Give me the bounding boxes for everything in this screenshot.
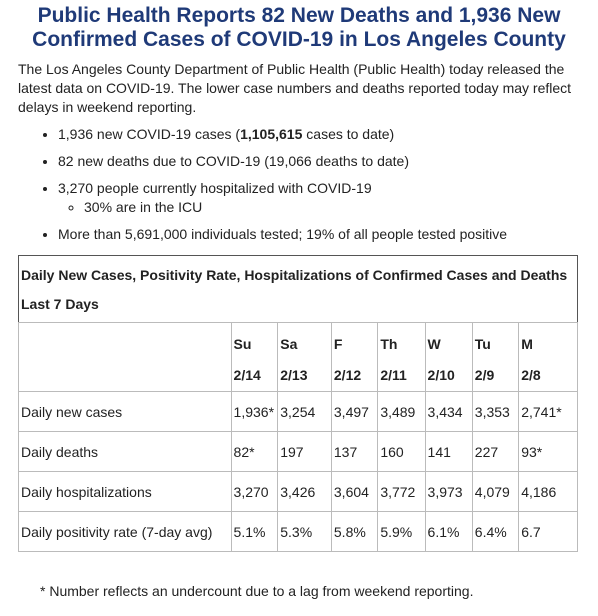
cell: 2,741* <box>518 391 578 432</box>
row-label: Daily hospitalizations <box>18 471 232 512</box>
bullet-text: cases to date) <box>302 126 395 142</box>
table-caption: Daily New Cases, Positivity Rate, Hospit… <box>18 255 578 323</box>
data-table: Daily New Cases, Positivity Rate, Hospit… <box>18 255 578 552</box>
page: Public Health Reports 82 New Deaths and … <box>0 4 598 616</box>
header-row: Su 2/14 Sa 2/13 F 2/12 Th 2/11 W 2/10 Tu 2/9 M 2/8 <box>18 322 578 392</box>
sub-bullet: 30% are in the ICU <box>84 198 598 217</box>
cell: 82* <box>230 431 279 472</box>
date-label: 2/9 <box>474 367 495 383</box>
bullet-text: More than 5,691,000 individuals tested; … <box>58 226 508 242</box>
cell: 3,497 <box>330 391 379 432</box>
cell: 3,434 <box>424 391 473 432</box>
day-label: Su <box>233 336 252 352</box>
bullet-text: 3,270 people currently hospitalized with… <box>58 180 372 196</box>
header-cell: M 2/8 <box>518 322 578 392</box>
day-label: W <box>427 336 441 352</box>
table-title: Daily New Cases, Positivity Rate, Hospit… <box>21 267 568 283</box>
table-row: Daily new cases 1,936* 3,254 3,497 3,489 3,43… <box>18 391 578 432</box>
footnote: * Number reflects an undercount due to a… <box>40 583 474 599</box>
day-label: F <box>333 336 343 352</box>
table-row: Daily positivity rate (7-day avg) 5.1% 5.3… <box>18 511 578 552</box>
header-cell: Tu 2/9 <box>471 322 520 392</box>
cell: 4,079 <box>471 471 520 512</box>
cell: 4,186 <box>518 471 578 512</box>
date-label: 2/10 <box>427 367 455 383</box>
cell: 1,936* <box>230 391 279 432</box>
cell: 93* <box>518 431 578 472</box>
cell: 160 <box>377 431 426 472</box>
day-label: Th <box>380 336 398 352</box>
cell: 3,426 <box>277 471 332 512</box>
table-subtitle: Last 7 Days <box>21 296 99 312</box>
day-label: M <box>521 336 533 352</box>
table-row: Daily hospitalizations 3,270 3,426 3,604 3,7… <box>18 471 578 512</box>
cell: 3,973 <box>424 471 473 512</box>
bullet-bold: 1,105,615 <box>240 126 303 142</box>
bullet-text: 1,936 new COVID-19 cases ( <box>58 126 241 142</box>
title: Public Health Reports 82 New Deaths and … <box>32 4 566 51</box>
row-label: Daily deaths <box>18 431 232 472</box>
row-label: Daily new cases <box>18 391 232 432</box>
cell: 5.3% <box>277 511 332 552</box>
cell: 3,772 <box>377 471 426 512</box>
cell: 3,254 <box>277 391 332 432</box>
bullet-text: 82 new deaths due to COVID-19 (19,066 de… <box>58 153 410 169</box>
cell: 6.7 <box>518 511 578 552</box>
cell: 227 <box>471 431 520 472</box>
cell: 5.9% <box>377 511 426 552</box>
cell: 3,353 <box>471 391 520 432</box>
cell: 141 <box>424 431 473 472</box>
cell: 5.1% <box>230 511 279 552</box>
day-label: Sa <box>280 336 298 352</box>
header-cell: Th 2/11 <box>377 322 426 392</box>
date-label: 2/12 <box>333 367 362 383</box>
header-cell: W 2/10 <box>424 322 473 392</box>
sub-list: 30% are in the ICU <box>58 198 598 217</box>
bullet-list: 1,936 new COVID-19 cases (1,105,615 case… <box>0 125 598 244</box>
cell: 5.8% <box>330 511 379 552</box>
date-label: 2/8 <box>521 367 541 383</box>
bullet: More than 5,691,000 individuals tested; … <box>58 225 598 244</box>
cell: 3,604 <box>330 471 379 512</box>
bullet: 1,936 new COVID-19 cases (1,105,615 case… <box>58 125 598 144</box>
header-cell: F 2/12 <box>330 322 379 392</box>
cell: 3,489 <box>377 391 426 432</box>
date-label: 2/11 <box>380 367 407 383</box>
header-cell: Sa 2/13 <box>277 322 332 392</box>
cell: 3,270 <box>230 471 279 512</box>
row-label: Daily positivity rate (7-day avg) <box>18 511 232 552</box>
header-empty <box>18 322 232 392</box>
day-label: Tu <box>474 336 491 352</box>
date-label: 2/14 <box>233 367 261 383</box>
cell: 197 <box>277 431 332 472</box>
bullet: 3,270 people currently hospitalized with… <box>58 179 598 217</box>
intro: The Los Angeles County Department of Pub… <box>18 61 572 115</box>
table-row: Daily deaths 82* 197 137 160 141 227 93* <box>18 431 578 472</box>
date-label: 2/13 <box>280 367 308 383</box>
cell: 6.1% <box>424 511 473 552</box>
cell: 6.4% <box>471 511 520 552</box>
bullet: 82 new deaths due to COVID-19 (19,066 de… <box>58 152 598 171</box>
header-cell: Su 2/14 <box>230 322 279 392</box>
cell: 137 <box>330 431 379 472</box>
